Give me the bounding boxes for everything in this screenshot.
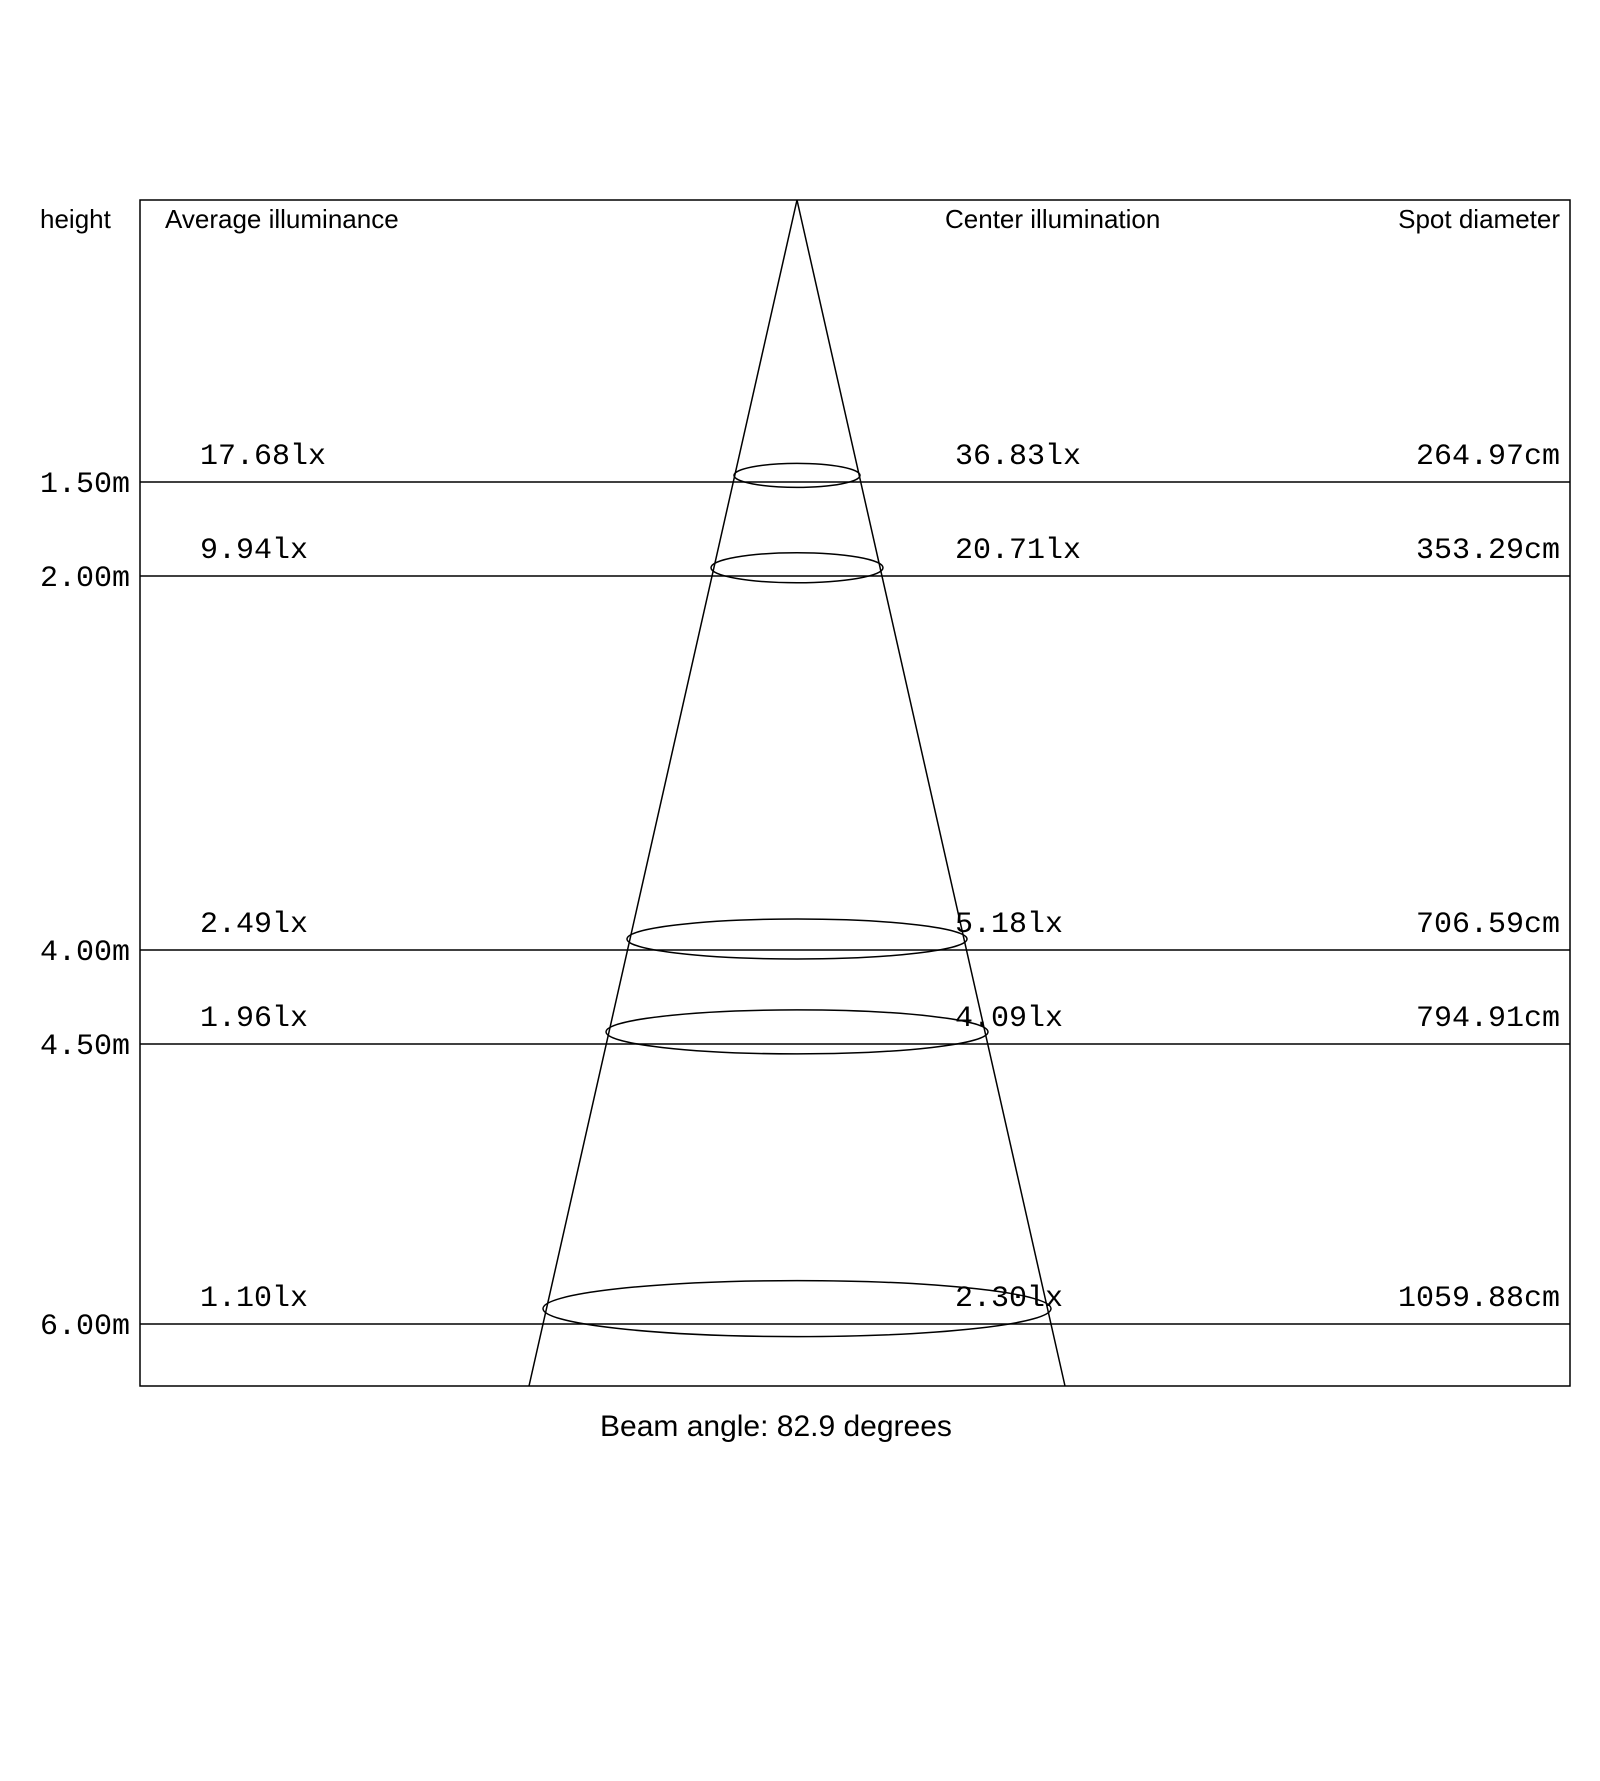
height-label: 6.00m [40,1310,130,1344]
height-label: 4.00m [40,936,130,970]
height-label: 4.50m [40,1030,130,1064]
avg-value: 1.10lx [200,1282,308,1316]
beam-ellipse [627,919,967,959]
height-label: 1.50m [40,468,130,502]
cone-left [529,200,797,1386]
spot-value: 264.97cm [1416,440,1560,474]
avg-value: 9.94lx [200,534,308,568]
center-value: 5.18lx [955,908,1063,942]
beam-ellipse [711,553,883,583]
beam-cone-diagram: height Average illuminance Center illumina… [0,0,1600,1781]
frame [140,200,1570,1386]
spot-value: 1059.88cm [1398,1282,1560,1316]
spot-value: 794.91cm [1416,1002,1560,1036]
cone-right [797,200,1065,1386]
header-center: Center illumination [945,204,1160,234]
avg-value: 1.96lx [200,1002,308,1036]
beam-ellipse [734,463,860,487]
avg-value: 2.49lx [200,908,308,942]
center-value: 4.09lx [955,1002,1063,1036]
beam-ellipse [606,1010,988,1054]
caption: Beam angle: 82.9 degrees [600,1410,952,1443]
center-value: 20.71lx [955,534,1081,568]
height-label: 2.00m [40,562,130,596]
center-value: 2.30lx [955,1282,1063,1316]
center-value: 36.83lx [955,440,1081,474]
header-spot: Spot diameter [1398,204,1560,234]
header-avg: Average illuminance [165,204,399,234]
avg-value: 17.68lx [200,440,326,474]
header-height: height [40,204,112,234]
spot-value: 353.29cm [1416,534,1560,568]
spot-value: 706.59cm [1416,908,1560,942]
